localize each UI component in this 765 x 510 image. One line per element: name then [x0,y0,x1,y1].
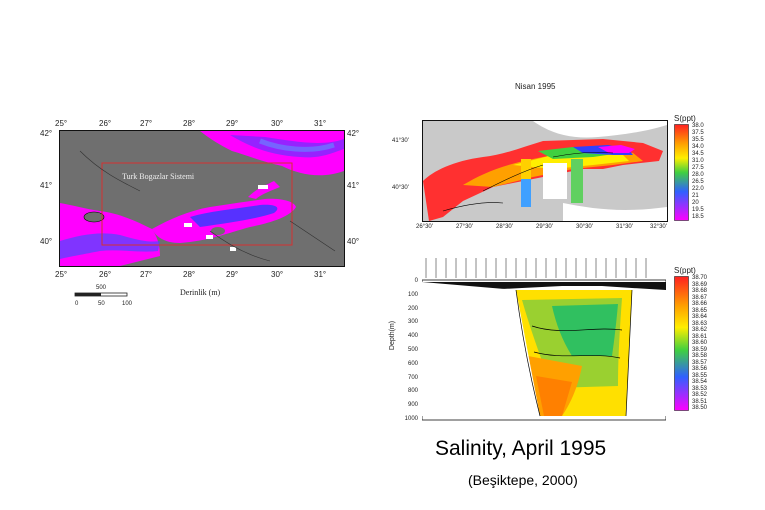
lon-label: 31°30' [616,224,633,230]
legend-value: 37.5 [692,130,704,136]
legend-value: 28.0 [692,172,704,178]
y-tick: 400 [407,333,418,340]
lon-label-bottom: 30° [271,270,284,279]
legend-value: 38.0 [692,123,704,129]
scale-top-label: 500 [96,285,107,291]
lon-label-bottom: 29° [226,270,239,279]
surface-legend-values: 38.0 37.5 35.5 34.0 34.5 31.0 27.5 28.0 … [692,123,732,221]
lon-label-bottom: 31° [314,270,327,279]
lat-label-right: 42° [347,129,360,138]
salinity-section-plot [422,258,666,421]
section-ylabel: Depth(m) [389,320,397,351]
section-colorbar [674,276,689,411]
legend-value: 38.50 [692,405,708,411]
y-tick: 700 [407,374,418,381]
legend-value: 38.52 [692,392,708,398]
y-tick: 0 [414,278,418,284]
legend-value: 20 [692,200,699,206]
lon-label-top: 28° [183,119,196,128]
lon-label-top: 26° [99,119,112,128]
legend-value: 21 [692,193,699,199]
lat-label-left: 41° [40,181,53,190]
legend-value: 34.0 [692,144,704,150]
legend-value: 38.59 [692,346,708,353]
y-tick: 100 [407,291,418,298]
legend-value: 27.5 [692,165,704,171]
section-panel: Depth(m) 0 100 200 300 400 500 600 700 8… [384,252,754,427]
lon-label-top: 27° [140,119,153,128]
legend-value: 31.0 [692,158,704,164]
legend-value: 22.0 [692,186,704,192]
figure-title: Nisan 1995 [515,82,556,91]
y-tick: 600 [407,360,418,367]
surface-legend-title: S(ppt) [674,114,696,123]
y-tick: 1000 [404,415,418,422]
right-map-panel: 41°30' 40°30' 26°30' 27°30' 28°30' 29°30… [384,108,754,238]
legend-value: 38.56 [692,366,708,372]
legend-value: 38.65 [692,307,708,314]
lon-label: 29°30' [536,224,553,230]
lon-label-top: 31° [314,119,327,128]
y-tick: 200 [407,305,418,312]
legend-value: 38.51 [692,398,708,405]
legend-value: 38.55 [692,372,708,379]
legend-value: 18.5 [692,214,704,220]
legend-value: 38.53 [692,385,708,392]
section-legend-title: S(ppt) [674,266,696,275]
legend-value: 38.67 [692,294,708,301]
left-map-panel: 25° 26° 27° 28° 29° 30° 31° 42° 41° 40° … [40,112,370,317]
lat-label-right: 40° [347,237,360,246]
legend-value: 38.60 [692,340,708,346]
lon-label-bottom: 26° [99,270,112,279]
legend-value: 38.68 [692,288,708,294]
lon-label-bottom: 27° [140,270,153,279]
legend-value: 38.64 [692,314,708,320]
lon-label: 32°30' [650,224,667,230]
lat-label: 41°30' [392,138,409,144]
depth-legend-label: Derinlik (m) [180,288,221,297]
legend-value: 38.57 [692,359,708,366]
lon-label: 26°30' [416,224,433,230]
slide-caption: Salinity, April 1995 [435,437,607,460]
strait-system-label: Turk Bogazlar Sistemi [122,172,195,181]
legend-value: 38.63 [692,320,708,327]
legend-value: 38.69 [692,281,708,288]
lon-label-top: 30° [271,119,284,128]
section-yticks: 0 100 200 300 400 500 600 700 800 900 10… [398,278,418,430]
lon-label: 27°30' [456,224,473,230]
lat-label: 40°30' [392,185,409,191]
y-tick: 800 [407,388,418,395]
lon-label: 28°30' [496,224,513,230]
scale-tick: 0 [75,301,79,307]
legend-value: 38.66 [692,301,708,307]
legend-value: 19.5 [692,207,704,213]
surface-colorbar [674,124,689,221]
y-tick: 900 [407,402,418,409]
scale-tick: 50 [98,301,105,307]
slide-source: (Beşiktepe, 2000) [468,472,578,488]
lon-label-top: 25° [55,119,68,128]
lon-label-bottom: 25° [55,270,68,279]
lat-label-right: 41° [347,181,360,190]
legend-value: 38.54 [692,379,708,385]
y-tick: 300 [407,319,418,326]
marmara-bathymetry-map [59,130,345,267]
lat-label-left: 40° [40,237,53,246]
legend-value: 38.58 [692,353,708,359]
scale-bar [74,292,128,297]
section-legend-values: 38.70 38.69 38.68 38.67 38.66 38.65 38.6… [692,275,732,412]
lon-label-bottom: 28° [183,270,196,279]
lat-label-left: 42° [40,129,53,138]
legend-value: 26.5 [692,179,704,185]
lon-label-top: 29° [226,119,239,128]
legend-value: 38.62 [692,327,708,333]
legend-value: 38.70 [692,275,708,281]
y-tick: 500 [407,346,418,353]
scale-tick: 100 [122,301,133,307]
lon-label: 30°30' [576,224,593,230]
legend-value: 38.61 [692,333,708,340]
legend-value: 34.5 [692,151,704,157]
surface-salinity-map [422,120,668,222]
legend-value: 35.5 [692,137,704,143]
